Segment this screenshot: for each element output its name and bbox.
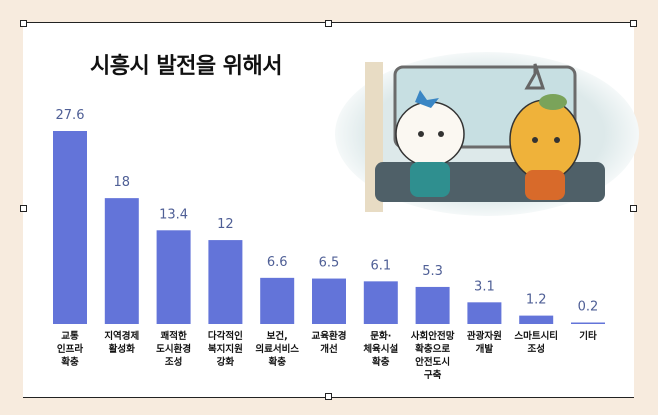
resize-handle[interactable]	[20, 20, 27, 27]
category-label: 확충으로	[415, 343, 450, 355]
category-label: 교통	[61, 331, 79, 342]
category-label: 관광자원	[467, 330, 502, 342]
category-label: 쾌적한	[160, 330, 186, 342]
category-label: 체육시설	[363, 343, 398, 355]
category-label: 도시환경	[156, 343, 191, 355]
bar	[312, 278, 346, 324]
bar	[571, 322, 605, 324]
bar	[208, 240, 243, 324]
resize-handle[interactable]	[630, 205, 637, 212]
value-label: 13.4	[159, 207, 188, 222]
category-label: 다각적인	[208, 330, 243, 342]
resize-handle[interactable]	[325, 393, 332, 400]
category-label: 복지지원	[208, 343, 243, 355]
mascot-illustration	[335, 52, 639, 216]
resize-handle[interactable]	[630, 20, 637, 27]
category-label: 확충	[372, 356, 390, 368]
category-label: 보건,	[267, 330, 288, 342]
category-label: 개선	[320, 343, 337, 355]
category-label: 구축	[424, 369, 442, 381]
category-label: 지역경제	[104, 330, 139, 342]
category-label: 조성	[165, 356, 182, 368]
bar	[519, 315, 554, 324]
value-label: 12	[217, 217, 234, 232]
bar	[467, 302, 502, 324]
value-label: 6.5	[319, 256, 340, 271]
value-label: 18	[114, 175, 131, 190]
category-label: 인프라	[57, 343, 83, 355]
category-label: 활성화	[109, 343, 135, 355]
resize-handle[interactable]	[325, 20, 332, 27]
bar	[260, 277, 295, 324]
value-label: 0.2	[578, 300, 599, 315]
value-label: 5.3	[422, 264, 443, 279]
resize-handle[interactable]	[20, 205, 27, 212]
category-label: 문화·	[370, 330, 391, 342]
category-label: 안전도시	[415, 356, 450, 368]
bar	[156, 230, 191, 324]
category-label: 강화	[217, 356, 235, 368]
category-label: 의료서비스	[255, 343, 299, 355]
category-label: 확충	[268, 356, 286, 368]
category-label: 확충	[61, 356, 79, 368]
value-label: 27.6	[56, 108, 85, 123]
category-label: 스마트시티	[514, 330, 558, 342]
value-label: 6.6	[267, 255, 288, 270]
bar	[104, 198, 139, 324]
category-label: 기타	[579, 330, 597, 342]
category-label: 조성	[527, 343, 544, 355]
bar	[53, 131, 87, 324]
bar	[363, 281, 398, 324]
category-label: 교육환경	[312, 330, 347, 342]
category-label: 사회안전망	[411, 330, 455, 342]
chart-title: 시흥시 발전을 위해서	[90, 54, 282, 79]
bar	[415, 286, 450, 324]
category-label: 개발	[476, 343, 494, 355]
value-label: 6.1	[370, 258, 391, 273]
value-label: 1.2	[526, 293, 547, 308]
value-label: 3.1	[474, 279, 495, 294]
